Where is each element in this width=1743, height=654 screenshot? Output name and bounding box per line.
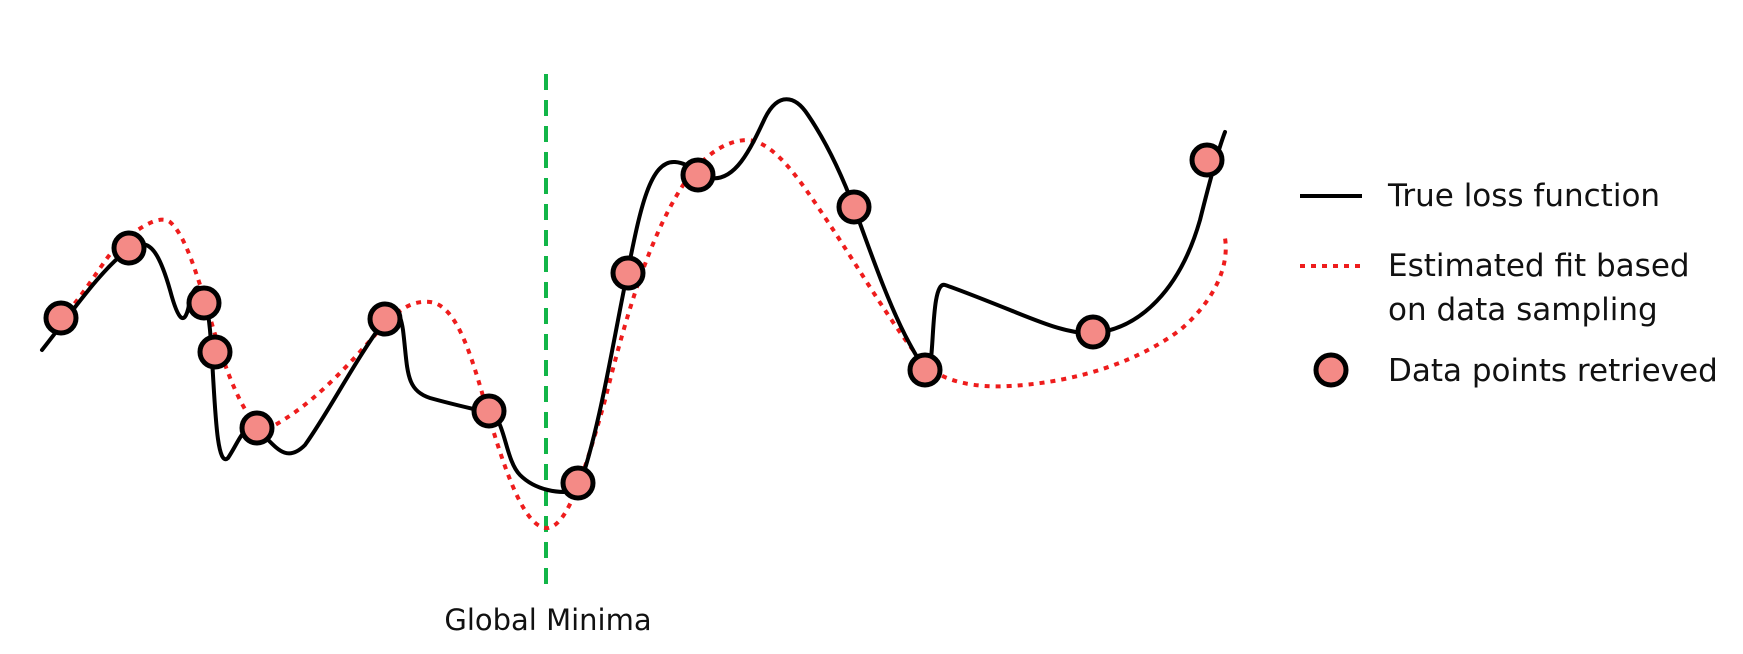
data-point-1 (43, 300, 79, 336)
legend-estimated-fit-label-line2: on data sampling (1388, 292, 1658, 328)
data-point-4 (197, 334, 233, 370)
data-point-5 (239, 410, 275, 446)
data-point-9 (610, 255, 646, 291)
data-point-14 (1189, 142, 1225, 178)
data-point-7 (471, 393, 507, 429)
data-point-6 (367, 301, 403, 337)
legend: True loss function Estimated fit based o… (1300, 178, 1718, 389)
data-point-3 (186, 285, 222, 321)
data-point-marker-icon (1313, 352, 1349, 388)
data-points (43, 142, 1225, 501)
legend-estimated-fit-label-line1: Estimated fit based (1388, 248, 1690, 284)
global-minima-label: Global Minima (444, 603, 651, 637)
legend-data-points-label: Data points retrieved (1388, 353, 1718, 389)
legend-true-loss-label: True loss function (1387, 178, 1660, 214)
data-point-2 (111, 230, 147, 266)
true-loss-curve (40, 97, 1227, 494)
data-point-11 (836, 189, 872, 225)
data-point-13 (1075, 314, 1111, 350)
data-point-10 (680, 157, 716, 193)
data-point-12 (907, 352, 943, 388)
data-point-8 (560, 465, 596, 501)
